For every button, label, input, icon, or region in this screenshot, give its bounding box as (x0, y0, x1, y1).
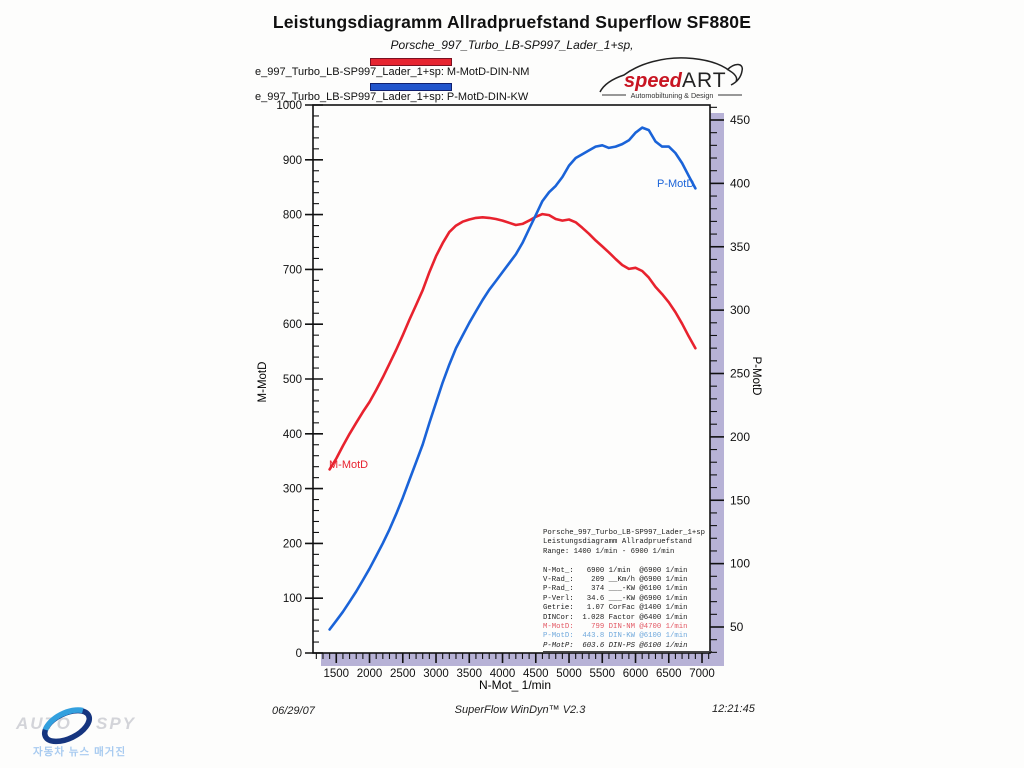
svg-text:700: 700 (283, 264, 302, 276)
axis-ticks: 1500 2000 2500 3000 3500 4000 4500 5000 5500 6000… (276, 100, 750, 680)
watermark-korean-tagline: 자동차 뉴스 매거진 (33, 746, 127, 758)
info-table-row: N-Mot_: 6900 1/min @6900 1/min (543, 566, 688, 575)
autospy-ring-icon (41, 707, 93, 745)
legend-swatch-power (370, 83, 452, 91)
svg-text:1500: 1500 (323, 668, 349, 680)
page-title: Leistungsdiagramm Allradpruefstand Super… (272, 12, 752, 32)
info-table-row: Range: 1400 1/min - 6900 1/min (543, 547, 675, 556)
info-table-row (543, 557, 712, 566)
speedart-logo: speed ART Automobiltuning & Design (599, 57, 744, 100)
svg-text:500: 500 (283, 374, 302, 386)
svg-text:350: 350 (730, 240, 750, 254)
plot-shadow-bottom (321, 653, 724, 666)
left-axis-title: M-MotD (257, 362, 269, 403)
svg-text:4500: 4500 (523, 668, 549, 680)
svg-text:800: 800 (283, 210, 302, 222)
power-curve-label: P-MotD (657, 178, 694, 190)
x-axis-title: N-Mot_ 1/min (479, 678, 551, 692)
svg-text:100: 100 (730, 557, 750, 571)
ring-highlight (42, 707, 84, 731)
info-table-row: M-MotD: 799 DIN-NM @4700 1/min (543, 623, 688, 632)
legend-label-torque: e_997_Turbo_LB-SP997_Lader_1+sp: M-MotD-… (255, 66, 530, 78)
page-subtitle: Porsche_997_Turbo_LB-SP997_Lader_1+sp, (390, 38, 634, 52)
info-table-row: Porsche_997_Turbo_LB-SP997_Lader_1+sp (543, 529, 706, 537)
svg-text:0: 0 (296, 648, 302, 660)
svg-text:150: 150 (730, 493, 750, 507)
info-table-row: Leistungsdiagramm Allradpruefstand (543, 538, 692, 547)
logo-art-text: ART (682, 69, 727, 92)
svg-text:250: 250 (730, 367, 750, 381)
right-axis-title: P-MotD (750, 357, 762, 396)
legend-label-power: e_997_Turbo_LB-SP997_Lader_1+sp: P-MotD-… (255, 91, 529, 103)
svg-text:3500: 3500 (456, 668, 482, 680)
svg-text:300: 300 (730, 303, 750, 317)
logo-speed-text: speed (624, 70, 683, 92)
svg-text:200: 200 (283, 538, 302, 550)
info-table-row: P-MotD: 443.8 DIN-KW @6100 1/min (543, 632, 688, 641)
svg-text:200: 200 (730, 430, 750, 444)
footer-software: SuperFlow WinDyn™ V2.3 (454, 704, 586, 716)
footer-date: 06/29/07 (272, 705, 315, 717)
svg-text:7000: 7000 (689, 668, 715, 680)
legend-swatch-torque (370, 58, 452, 66)
svg-text:900: 900 (283, 155, 302, 167)
svg-text:1000: 1000 (276, 100, 302, 112)
curves (328, 126, 697, 631)
info-table-row: P-Verl: 34.6 ___-KW @6900 1/min (543, 594, 688, 603)
car-tail-icon (726, 63, 744, 86)
car-silhouette-icon (599, 57, 738, 93)
dyno-info-table: Porsche_997_Turbo_LB-SP997_Lader_1+sp Lei… (543, 529, 712, 653)
info-table-row: DINCor: 1.028 Factor @6400 1/min (543, 613, 688, 622)
svg-text:100: 100 (283, 593, 302, 605)
svg-text:300: 300 (283, 484, 302, 496)
info-table-row: P-MotP: 603.6 DIN-PS @6100 1/min (543, 642, 712, 653)
svg-text:600: 600 (283, 319, 302, 331)
svg-text:3000: 3000 (423, 668, 449, 680)
info-table-row: P-Rad_: 374 ___-KW @6100 1/min (543, 585, 688, 594)
svg-text:400: 400 (730, 176, 750, 190)
info-table-row: V-Rad_: 209 __Km/h @6900 1/min (543, 576, 688, 585)
svg-text:6000: 6000 (623, 668, 649, 680)
svg-text:6500: 6500 (656, 668, 682, 680)
svg-text:2000: 2000 (357, 668, 383, 680)
watermark-spy-text: SPY (96, 714, 137, 733)
svg-text:50: 50 (730, 620, 744, 634)
svg-text:5000: 5000 (556, 668, 582, 680)
svg-text:4000: 4000 (490, 668, 516, 680)
plot-shadow-right (710, 113, 724, 666)
torque-curve-label: M-MotD (329, 459, 368, 471)
svg-text:400: 400 (283, 429, 302, 441)
svg-text:450: 450 (730, 113, 750, 127)
info-table-row: Getrie: 1.07 CorFac @1400 1/min (543, 604, 688, 613)
logo-tagline: Automobiltuning & Design (631, 91, 714, 100)
footer-time: 12:21:45 (712, 703, 755, 715)
svg-text:2500: 2500 (390, 668, 416, 680)
svg-text:5500: 5500 (589, 668, 615, 680)
